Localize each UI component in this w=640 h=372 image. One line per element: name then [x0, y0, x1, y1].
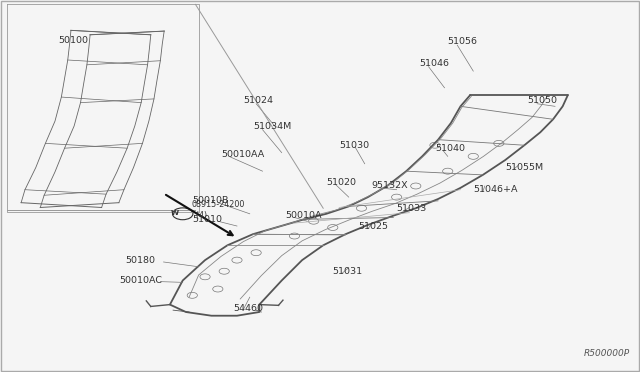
Text: W: W: [170, 210, 179, 216]
Text: 51024: 51024: [243, 96, 273, 105]
Text: 50010A: 50010A: [285, 211, 321, 220]
Text: 51020: 51020: [326, 178, 356, 187]
Text: 51056: 51056: [448, 37, 477, 46]
Text: 51046: 51046: [419, 59, 449, 68]
Text: 51046+A: 51046+A: [473, 185, 518, 194]
Text: 50010AC: 50010AC: [119, 276, 162, 285]
Text: 50010B: 50010B: [192, 196, 228, 205]
Text: 51050: 51050: [527, 96, 557, 105]
Text: R500000P: R500000P: [584, 349, 630, 358]
Text: 51031: 51031: [333, 267, 363, 276]
Text: 50180: 50180: [125, 256, 156, 264]
Text: 51033: 51033: [397, 204, 427, 213]
Text: 51010: 51010: [192, 215, 222, 224]
Text: 50010AA: 50010AA: [221, 150, 264, 159]
Text: 54460: 54460: [234, 304, 264, 313]
Text: 51030: 51030: [339, 141, 369, 150]
Text: 08915-24200
  (4): 08915-24200 (4): [191, 201, 244, 220]
Text: 51025: 51025: [358, 222, 388, 231]
Text: 95132X: 95132X: [371, 182, 408, 190]
Text: 51040: 51040: [435, 144, 465, 153]
Text: 51034M: 51034M: [253, 122, 291, 131]
Text: 51055M: 51055M: [505, 163, 543, 172]
Text: 50100: 50100: [58, 36, 88, 45]
